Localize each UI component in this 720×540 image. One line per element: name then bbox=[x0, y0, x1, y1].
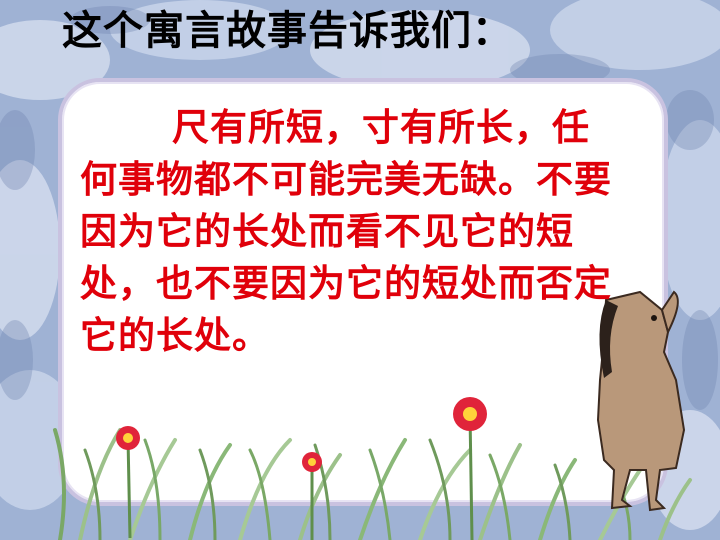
flower-icon bbox=[116, 426, 140, 539]
moral-text: 尺有所短，寸有所长，任何事物都不可能完美无缺。不要因为它的长处而看不见它的短处，… bbox=[80, 106, 612, 357]
grass-decoration bbox=[53, 428, 692, 540]
content-panel bbox=[58, 78, 668, 506]
flower-icon bbox=[302, 452, 322, 540]
flower-icon bbox=[453, 397, 487, 540]
slide-title: 这个寓言故事告诉我们： bbox=[62, 8, 513, 54]
horse-illustration bbox=[596, 290, 686, 512]
